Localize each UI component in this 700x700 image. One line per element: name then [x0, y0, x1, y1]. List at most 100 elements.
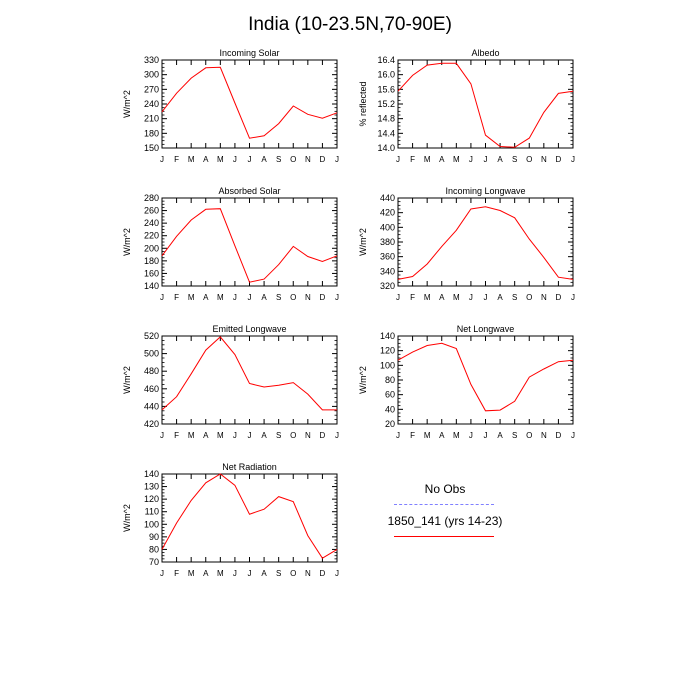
y-tick-label: 14.4 [377, 128, 395, 138]
panel-4: Emitted Longwave W/m^2 420 440 460 480 500 520 J… [122, 324, 339, 440]
y-tick-label: 480 [144, 366, 159, 376]
x-tick-label: J [160, 293, 164, 302]
x-tick-label: O [290, 569, 296, 578]
x-tick-label: A [497, 155, 503, 164]
x-tick-label: S [512, 293, 517, 302]
y-tick-label: 180 [144, 128, 159, 138]
panel-title: Incoming Longwave [445, 186, 525, 196]
x-tick-label: N [305, 155, 311, 164]
x-tick-label: J [233, 431, 237, 440]
x-tick-label: S [276, 293, 281, 302]
x-tick-label: A [203, 431, 209, 440]
x-tick-label: O [290, 431, 296, 440]
x-tick-label: M [188, 155, 195, 164]
series-line [397, 62, 574, 148]
x-tick-label: M [217, 431, 224, 440]
x-tick-label: N [305, 293, 311, 302]
x-tick-label: D [320, 431, 326, 440]
legend: No Obs 1850_141 (yrs 14-23) [385, 478, 505, 548]
y-tick-label: 210 [144, 114, 159, 124]
panel-2: Absorbed Solar W/m^2 140 160 180 200 220 240 260… [122, 186, 339, 302]
y-tick-label: 100 [144, 519, 159, 529]
x-tick-label: M [217, 293, 224, 302]
x-tick-label: A [261, 431, 267, 440]
x-tick-label: M [453, 431, 460, 440]
x-tick-label: A [261, 293, 267, 302]
x-tick-label: J [335, 293, 339, 302]
x-tick-label: J [396, 431, 400, 440]
x-tick-label: D [556, 431, 562, 440]
y-tick-label: 240 [144, 218, 159, 228]
y-tick-label: 440 [144, 401, 159, 411]
x-tick-label: A [497, 431, 503, 440]
y-tick-label: 160 [144, 268, 159, 278]
y-axis-label: % reflected [358, 81, 368, 126]
y-tick-label: 140 [144, 281, 159, 291]
x-tick-label: O [290, 293, 296, 302]
x-tick-label: S [276, 431, 281, 440]
x-tick-label: N [305, 431, 311, 440]
y-tick-label: 280 [144, 193, 159, 203]
x-tick-label: M [188, 293, 195, 302]
panel-0: Incoming Solar W/m^2 150 180 210 240 270 300 330… [122, 48, 339, 164]
x-tick-label: D [320, 293, 326, 302]
y-tick-label: 20 [385, 419, 395, 429]
x-tick-label: J [160, 155, 164, 164]
y-tick-label: 100 [380, 360, 395, 370]
x-tick-label: J [484, 431, 488, 440]
x-tick-label: J [233, 155, 237, 164]
legend-model-label: 1850_141 (yrs 14-23) [387, 514, 503, 528]
y-tick-label: 460 [144, 384, 159, 394]
x-tick-label: J [571, 431, 575, 440]
y-tick-label: 320 [380, 281, 395, 291]
y-tick-label: 80 [385, 375, 395, 385]
panel-1: Albedo % reflected 14.0 14.4 14.8 15.2 15.6 16.… [358, 48, 575, 164]
x-tick-label: A [203, 155, 209, 164]
x-tick-label: J [469, 155, 473, 164]
panel-6: Net Radiation W/m^2 70 80 90 100 110 120 130 140 J… [122, 462, 339, 578]
y-tick-label: 120 [144, 494, 159, 504]
x-tick-label: M [188, 431, 195, 440]
x-tick-label: F [174, 569, 179, 578]
x-tick-label: M [217, 569, 224, 578]
x-tick-label: N [305, 569, 311, 578]
x-tick-label: J [233, 569, 237, 578]
figure-title: India (10-23.5N,70-90E) [248, 14, 452, 35]
x-tick-label: D [556, 155, 562, 164]
x-tick-label: S [512, 431, 517, 440]
panel-3: Incoming Longwave W/m^2 320 340 360 380 400 420… [358, 186, 575, 302]
series-line [161, 208, 338, 283]
x-tick-label: M [453, 155, 460, 164]
x-tick-label: J [571, 293, 575, 302]
x-tick-label: J [469, 431, 473, 440]
y-tick-label: 140 [144, 469, 159, 479]
plot-frame [397, 197, 574, 287]
y-axis-label: W/m^2 [122, 366, 132, 394]
x-tick-label: D [320, 569, 326, 578]
x-tick-label: S [512, 155, 517, 164]
y-tick-label: 400 [380, 222, 395, 232]
y-tick-label: 130 [144, 482, 159, 492]
y-tick-label: 200 [144, 243, 159, 253]
x-tick-label: F [410, 431, 415, 440]
x-tick-label: A [439, 431, 445, 440]
panel-title: Incoming Solar [219, 48, 279, 58]
x-tick-label: F [174, 155, 179, 164]
x-tick-label: J [335, 431, 339, 440]
y-axis-label: W/m^2 [122, 504, 132, 532]
panel-title: Net Longwave [457, 324, 515, 334]
y-tick-label: 15.6 [377, 84, 395, 94]
x-tick-label: N [541, 431, 547, 440]
x-tick-label: J [248, 431, 252, 440]
plot-frame [161, 473, 338, 563]
series-line [161, 66, 338, 139]
y-tick-label: 110 [145, 507, 159, 517]
y-tick-label: 14.8 [377, 114, 395, 124]
series-line [161, 473, 338, 559]
y-axis-label: W/m^2 [358, 366, 368, 394]
series-line [397, 206, 574, 280]
y-tick-label: 220 [144, 231, 159, 241]
y-tick-label: 260 [144, 206, 159, 216]
y-tick-label: 380 [380, 237, 395, 247]
y-tick-label: 520 [144, 331, 159, 341]
